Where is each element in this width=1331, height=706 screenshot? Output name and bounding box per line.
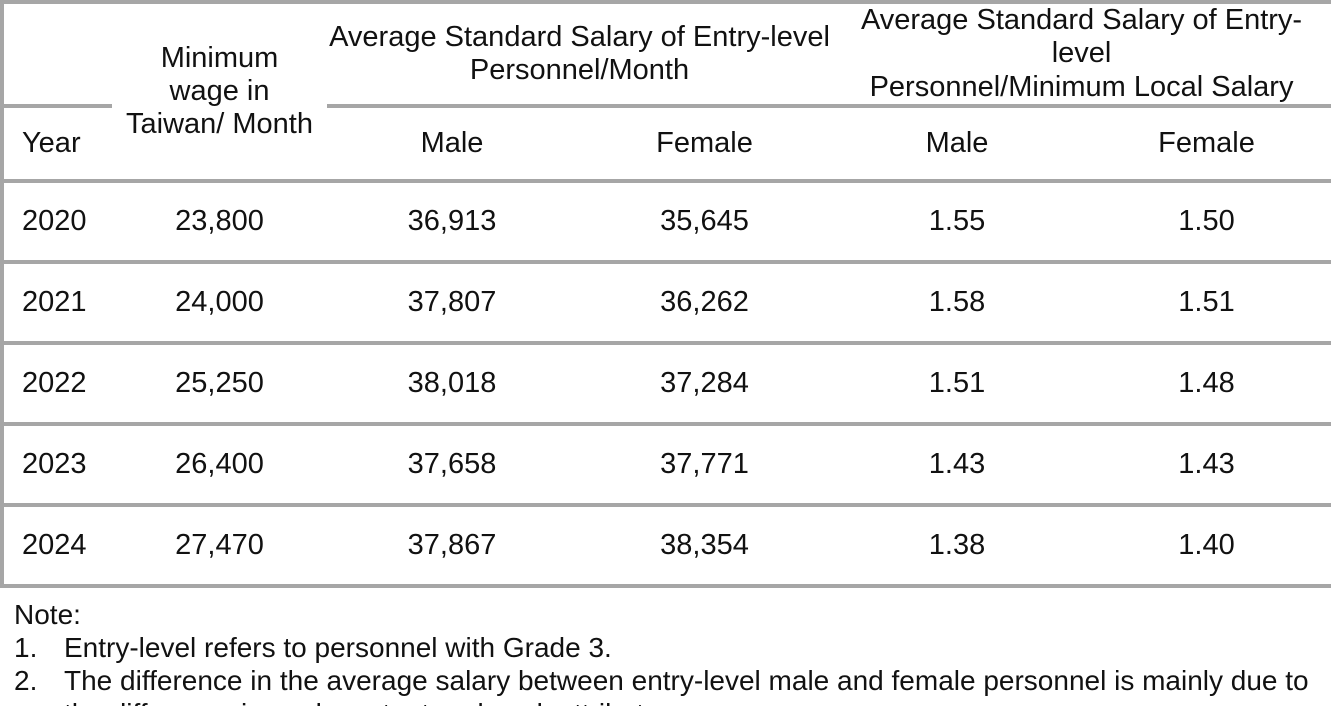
cell-min-wage: 24,000 bbox=[175, 285, 264, 318]
cell-male-ratio: 1.43 bbox=[928, 447, 986, 480]
cell-min-wage: 26,400 bbox=[175, 447, 264, 480]
note-number: 2. bbox=[14, 665, 38, 697]
col-header-female-salary: Female bbox=[656, 126, 753, 159]
cell-male-salary: 38,018 bbox=[407, 366, 497, 399]
cell-female-salary: 37,771 bbox=[660, 447, 749, 480]
col-header-year: Year bbox=[22, 126, 81, 159]
col-header-female-ratio: Female bbox=[1158, 126, 1255, 159]
table-header: Minimum wage in Taiwan/ Month Average St… bbox=[2, 2, 1331, 181]
note-number: 1. bbox=[14, 632, 38, 664]
cell-year: 2020 bbox=[22, 204, 87, 237]
col-header-male-salary: Male bbox=[420, 126, 484, 159]
header-row-groups: Minimum wage in Taiwan/ Month Average St… bbox=[2, 2, 1331, 140]
cell-min-wage: 23,800 bbox=[175, 204, 264, 237]
cell-female-ratio: 1.51 bbox=[1178, 285, 1235, 318]
cell-min-wage: 25,250 bbox=[175, 366, 264, 399]
cell-year: 2021 bbox=[22, 285, 87, 318]
cell-male-ratio: 1.55 bbox=[928, 204, 986, 237]
table-row-2021: 2021 24,000 37,807 36,262 1.58 1.51 bbox=[2, 262, 1331, 343]
cell-male-ratio: 1.38 bbox=[928, 528, 986, 561]
header-row-columns: Year Male Female Male Female bbox=[2, 106, 1331, 181]
group-header-salary-ratio: Average Standard Salary of Entry-level P… bbox=[832, 2, 1331, 109]
cell-female-ratio: 1.48 bbox=[1178, 366, 1235, 399]
cell-min-wage: 27,470 bbox=[175, 528, 264, 561]
cell-male-ratio: 1.58 bbox=[928, 285, 986, 318]
table-row-2023: 2023 26,400 37,658 37,771 1.43 1.43 bbox=[2, 424, 1331, 505]
cell-male-salary: 37,807 bbox=[407, 285, 497, 318]
cell-female-salary: 35,645 bbox=[660, 204, 749, 237]
cell-male-ratio: 1.51 bbox=[928, 366, 986, 399]
note-item-2: 2. The difference in the average salary … bbox=[14, 664, 1317, 706]
note-text: Entry-level refers to personnel with Gra… bbox=[64, 632, 612, 664]
cell-year: 2023 bbox=[22, 447, 87, 480]
group-header-salary-per-month: Average Standard Salary of Entry-level P… bbox=[327, 2, 833, 109]
col-header-male-ratio: Male bbox=[925, 126, 989, 159]
cell-female-salary: 36,262 bbox=[660, 285, 749, 318]
table-body: 2020 23,800 36,913 35,645 1.55 1.50 2021… bbox=[2, 181, 1331, 586]
table-row-2022: 2022 25,250 38,018 37,284 1.51 1.48 bbox=[2, 343, 1331, 424]
header-corner-empty bbox=[2, 2, 112, 109]
cell-year: 2022 bbox=[22, 366, 87, 399]
cell-male-salary: 37,658 bbox=[407, 447, 497, 480]
cell-male-salary: 37,867 bbox=[407, 528, 497, 561]
cell-year: 2024 bbox=[22, 528, 87, 561]
table-row-2020: 2020 23,800 36,913 35,645 1.55 1.50 bbox=[2, 181, 1331, 262]
cell-male-salary: 36,913 bbox=[407, 204, 497, 237]
note-item-1: 1. Entry-level refers to personnel with … bbox=[14, 631, 1317, 664]
note-text: The difference in the average salary bet… bbox=[64, 665, 1309, 706]
cell-female-ratio: 1.43 bbox=[1178, 447, 1235, 480]
notes-section: Note: 1. Entry-level refers to personnel… bbox=[0, 588, 1331, 706]
salary-comparison-table: Minimum wage in Taiwan/ Month Average St… bbox=[0, 0, 1331, 589]
notes-title: Note: bbox=[14, 599, 81, 631]
cell-female-ratio: 1.40 bbox=[1178, 528, 1235, 561]
table-row-2024: 2024 27,470 37,867 38,354 1.38 1.40 bbox=[2, 505, 1331, 586]
col-header-min-wage: Minimum wage in Taiwan/ Month bbox=[126, 41, 313, 141]
cell-female-ratio: 1.50 bbox=[1178, 204, 1235, 237]
cell-female-salary: 37,284 bbox=[660, 366, 749, 399]
cell-female-salary: 38,354 bbox=[660, 528, 749, 561]
